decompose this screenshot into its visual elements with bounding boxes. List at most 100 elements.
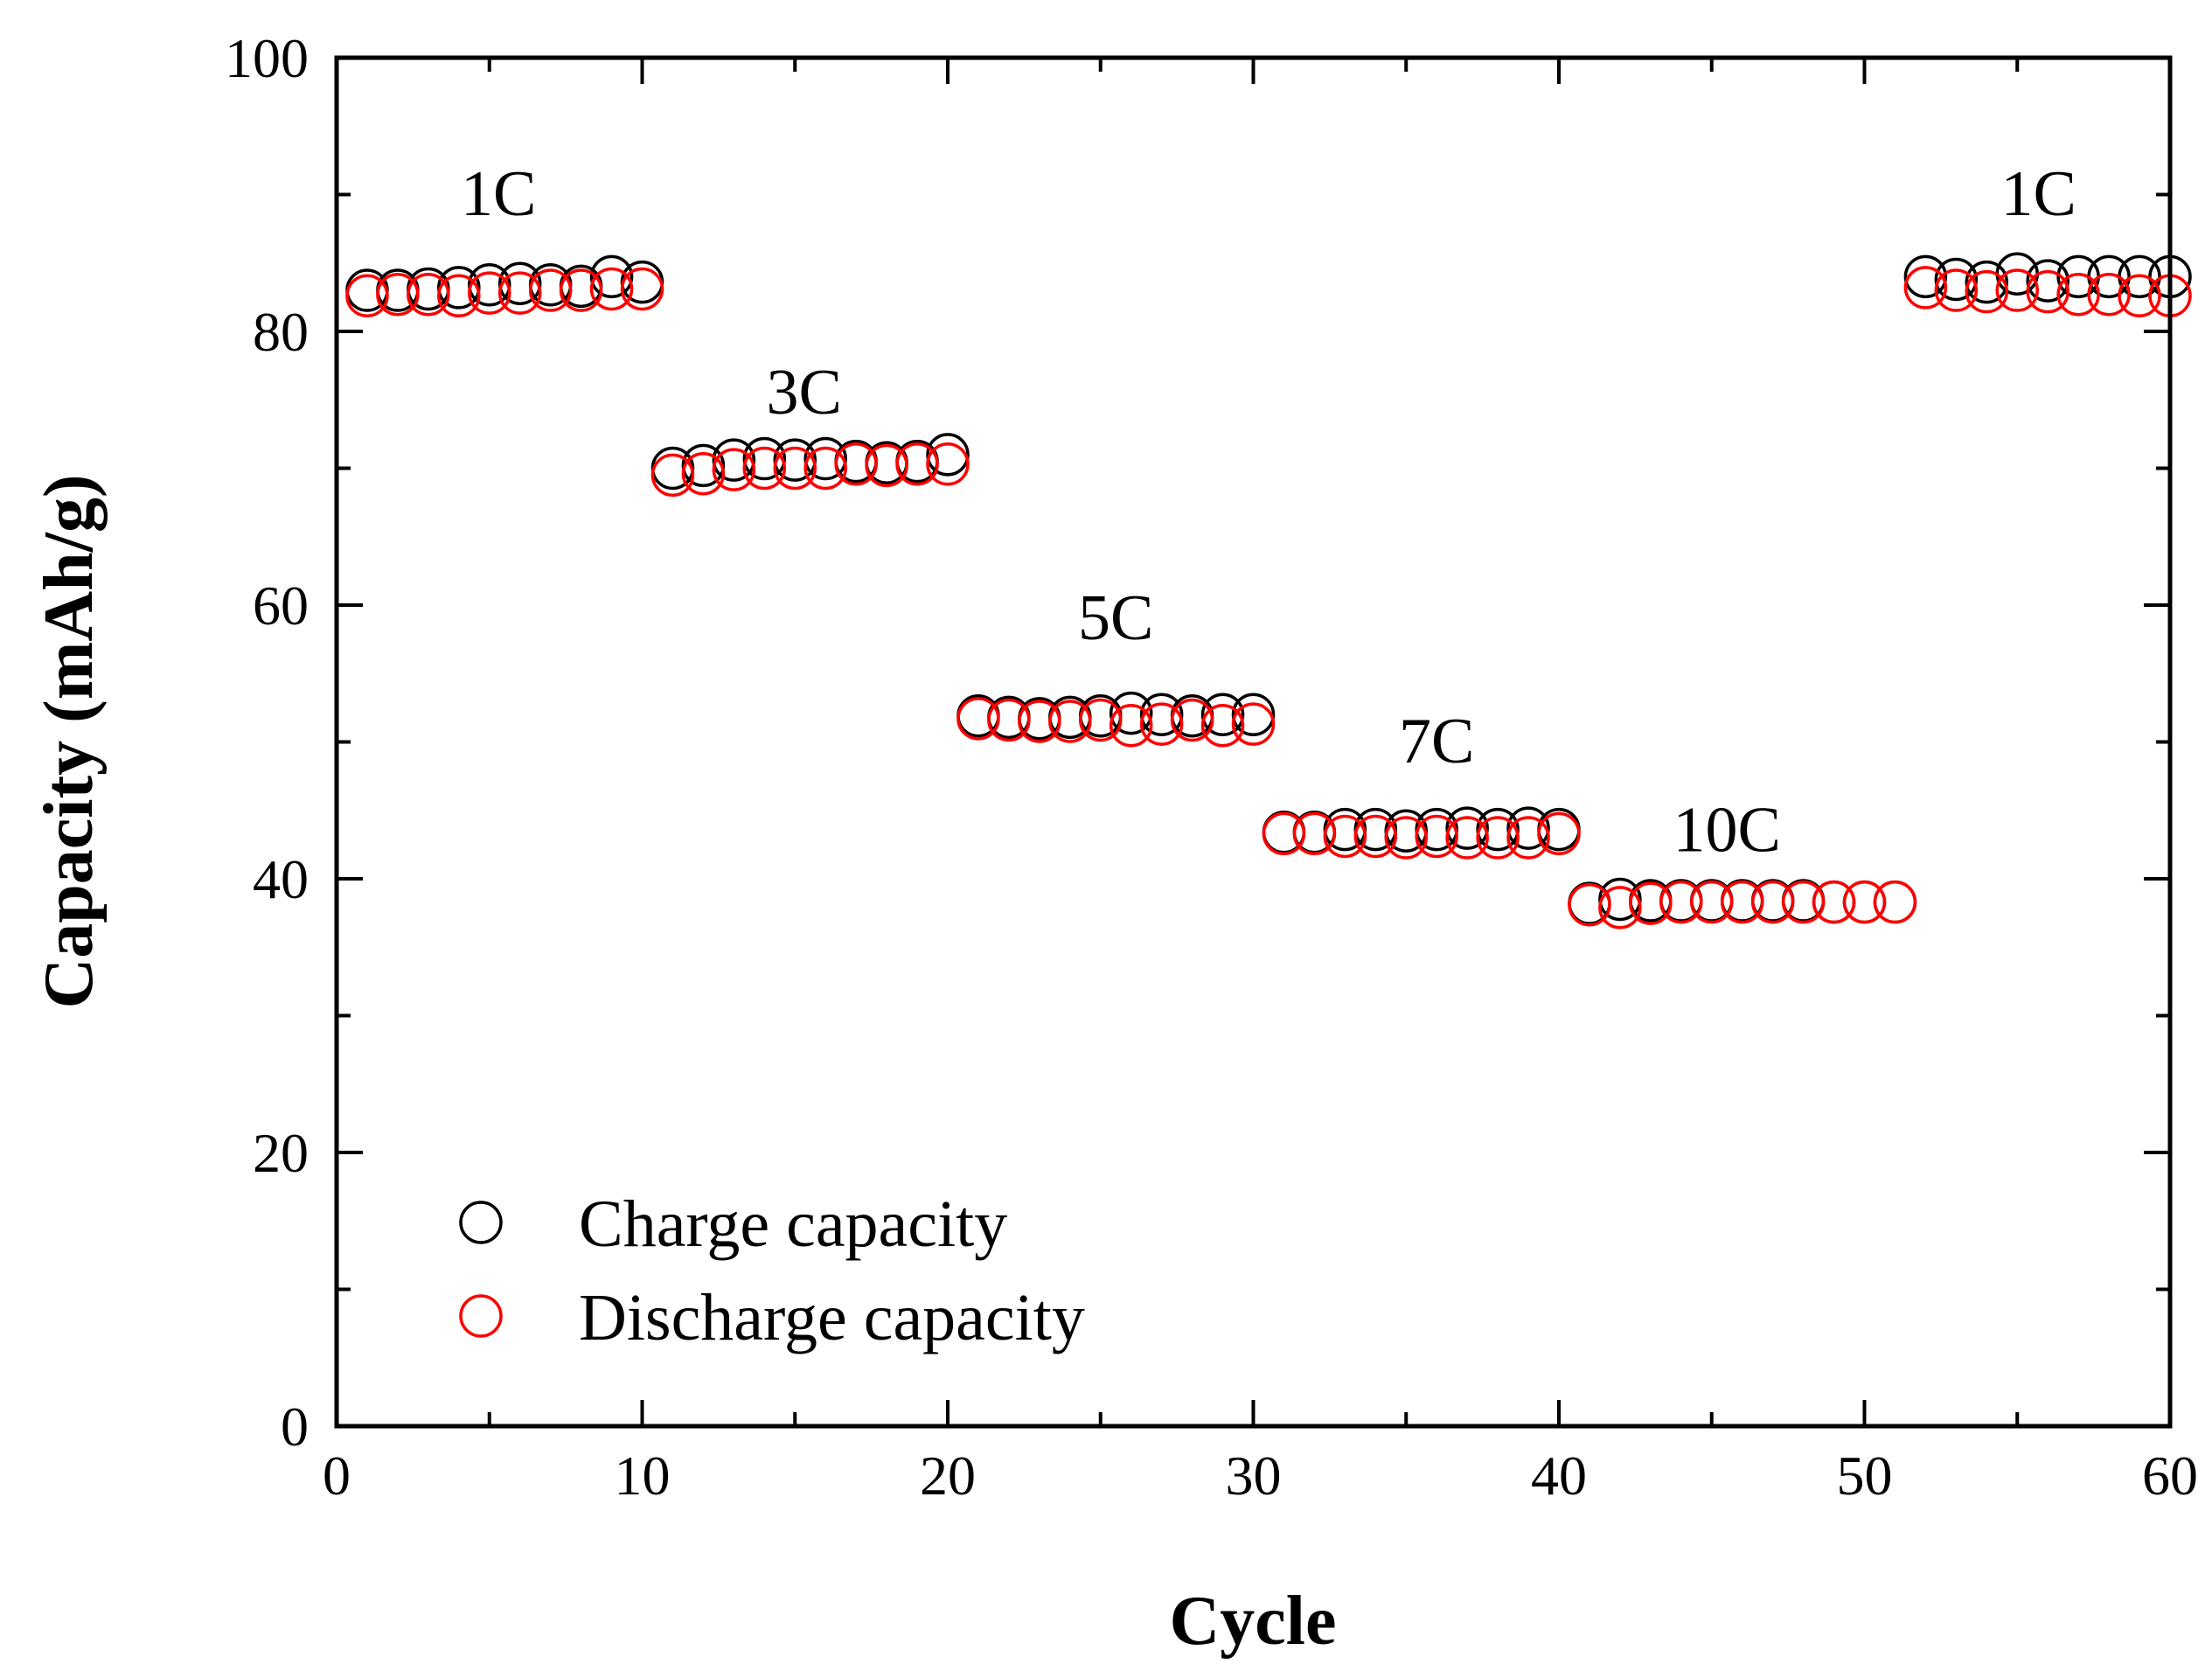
discharge-point xyxy=(681,452,726,496)
discharge-point xyxy=(712,448,756,491)
y-axis-title: Capacity (mAh/g) xyxy=(31,474,108,1008)
charge-point xyxy=(468,263,511,307)
charge-point xyxy=(803,436,847,481)
x-tick-label: 40 xyxy=(1531,1445,1587,1507)
discharge-point xyxy=(1506,816,1550,860)
discharge-point xyxy=(1781,880,1826,924)
charge-point xyxy=(1965,260,2009,304)
charge-point xyxy=(1506,806,1550,850)
axis-tick-labels: 0 10 20 30 40 50 60 0 20 40 60 80 100 xyxy=(225,27,2198,1507)
charge-point xyxy=(589,254,634,299)
discharge-point xyxy=(528,268,573,312)
x-tick-label: 30 xyxy=(1226,1445,1282,1507)
discharge-point xyxy=(1476,816,1520,860)
y-tick-label: 20 xyxy=(253,1122,309,1184)
charge-point xyxy=(1934,257,1979,302)
discharge-point xyxy=(895,442,939,486)
x-axis-title: Cycle xyxy=(1169,1583,1336,1660)
charge-point xyxy=(437,266,481,310)
discharge-point xyxy=(1018,700,1061,743)
discharge-point xyxy=(620,267,664,311)
x-tick-label: 60 xyxy=(2142,1445,2198,1507)
discharge-point xyxy=(376,272,420,317)
legend-label-discharge: Discharge capacity xyxy=(579,1281,1085,1354)
discharge-point xyxy=(1170,698,1214,742)
discharge-point xyxy=(2087,272,2131,317)
rate-label: 10C xyxy=(1673,795,1781,867)
charge-point xyxy=(681,443,726,488)
discharge-point xyxy=(1690,880,1734,924)
charge-point xyxy=(1139,693,1184,736)
legend-label-charge: Charge capacity xyxy=(579,1187,1007,1261)
x-tick-label: 20 xyxy=(920,1445,976,1507)
discharge-point xyxy=(1292,811,1337,856)
discharge-point xyxy=(1995,268,2039,312)
series-discharge xyxy=(345,266,2192,929)
discharge-point xyxy=(2056,272,2100,317)
charge-point xyxy=(773,438,817,482)
discharge-point xyxy=(1231,702,1276,746)
charge-point xyxy=(1445,806,1489,850)
c-rate-annotations: 1C 3C 5C 7C 10C 1C xyxy=(461,158,2076,867)
discharge-point xyxy=(1079,698,1123,742)
charge-point xyxy=(1598,877,1642,922)
discharge-point xyxy=(345,274,389,318)
discharge-point xyxy=(468,271,511,315)
discharge-point xyxy=(1139,702,1184,746)
discharge-point xyxy=(497,271,542,315)
discharge-point xyxy=(1965,269,2009,314)
charge-point xyxy=(1231,693,1276,736)
discharge-point xyxy=(1353,814,1398,859)
charge-point xyxy=(497,261,542,305)
discharge-point xyxy=(1659,880,1703,924)
legend-marker-charge xyxy=(459,1201,503,1244)
discharge-point xyxy=(1445,816,1489,860)
discharge-point xyxy=(1720,880,1764,924)
discharge-point xyxy=(1568,882,1611,927)
discharge-point xyxy=(407,272,450,317)
charge-point xyxy=(712,438,756,482)
plot-area-frame xyxy=(334,55,2173,1429)
charge-point xyxy=(1476,807,1520,852)
discharge-point xyxy=(559,268,603,312)
discharge-point xyxy=(803,446,847,491)
discharge-point xyxy=(865,443,908,488)
discharge-point xyxy=(1598,886,1642,929)
charge-point xyxy=(1109,691,1153,735)
discharge-point xyxy=(437,274,481,318)
y-tick-label: 60 xyxy=(253,574,309,637)
discharge-point xyxy=(773,446,817,491)
charge-point xyxy=(1200,693,1245,736)
discharge-point xyxy=(987,698,1031,742)
rate-label: 5C xyxy=(1078,582,1153,654)
discharge-point xyxy=(1629,881,1673,925)
discharge-point xyxy=(1384,816,1428,860)
discharge-point xyxy=(2026,269,2069,314)
legend-marker-discharge xyxy=(459,1294,503,1338)
x-tick-label: 50 xyxy=(1837,1445,1893,1507)
legend: Charge capacity Discharge capacity xyxy=(459,1187,1085,1354)
discharge-point xyxy=(834,442,878,486)
charge-point xyxy=(742,436,787,481)
data-series xyxy=(345,252,2192,929)
discharge-point xyxy=(1262,811,1306,856)
discharge-point xyxy=(589,267,634,311)
discharge-point xyxy=(742,446,787,491)
discharge-point xyxy=(1048,700,1092,743)
discharge-point xyxy=(1323,814,1367,859)
discharge-point xyxy=(926,442,970,486)
discharge-point xyxy=(1842,880,1887,924)
y-tick-label: 0 xyxy=(281,1396,309,1458)
discharge-point xyxy=(1934,268,1979,312)
rate-label: 1C xyxy=(2001,158,2076,230)
rate-label: 1C xyxy=(461,158,536,230)
discharge-point xyxy=(2118,274,2161,318)
discharge-point xyxy=(1537,811,1581,856)
discharge-point xyxy=(1415,814,1458,859)
discharge-point xyxy=(1873,880,1917,924)
x-tick-label: 10 xyxy=(615,1445,671,1507)
charge-point xyxy=(1903,254,1948,299)
y-tick-label: 40 xyxy=(253,848,309,910)
discharge-point xyxy=(650,453,695,498)
